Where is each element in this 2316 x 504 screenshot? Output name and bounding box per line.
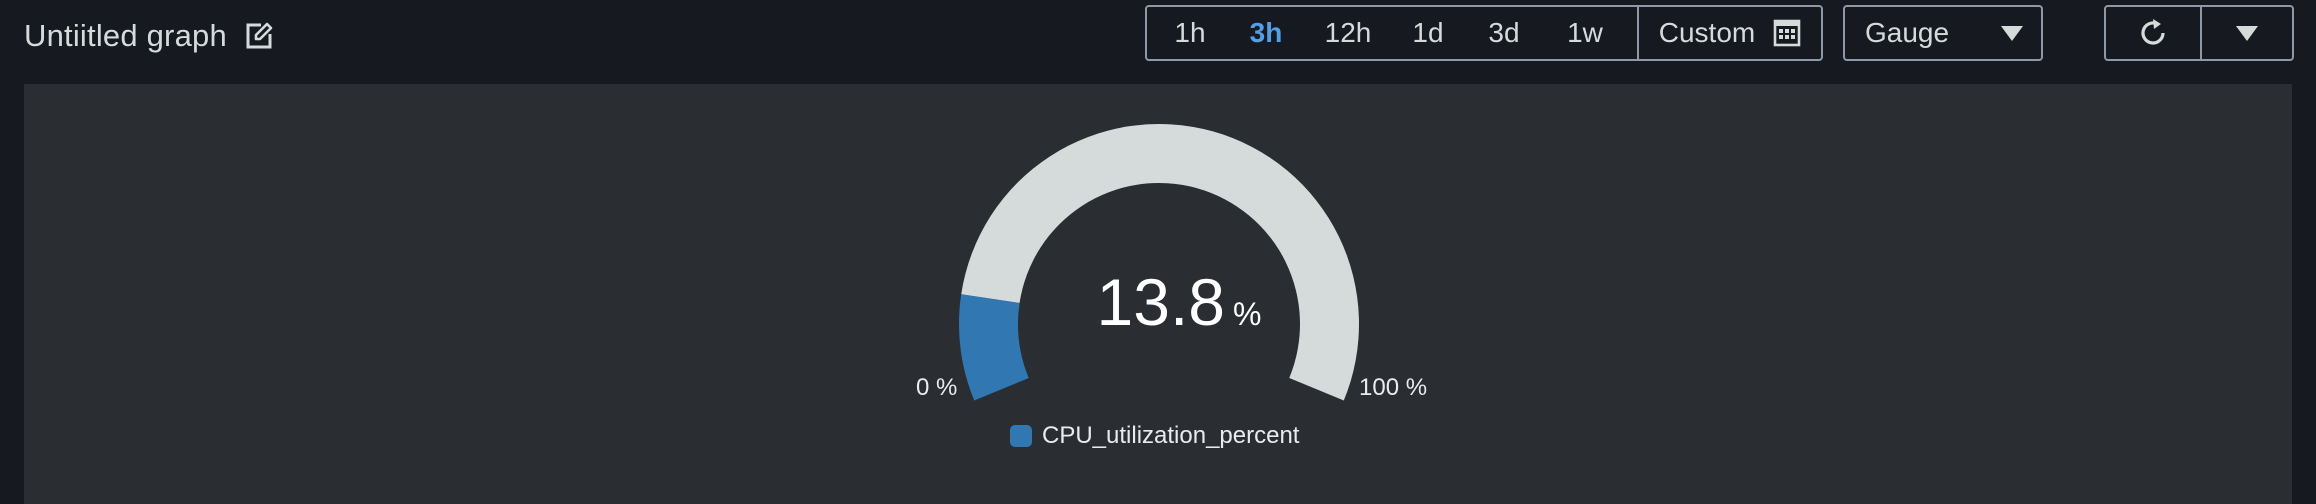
legend-label: CPU_utilization_percent	[1042, 422, 1300, 449]
refresh-controls	[2104, 5, 2294, 61]
range-1w[interactable]: 1w	[1567, 17, 1603, 48]
calendar-icon	[1773, 19, 1801, 47]
range-3d[interactable]: 3d	[1488, 17, 1520, 48]
chevron-down-icon	[2001, 25, 2023, 41]
gauge-value-unit: %	[1233, 296, 1262, 332]
custom-range-button[interactable]: Custom	[1639, 7, 1821, 59]
refresh-button[interactable]	[2106, 7, 2202, 59]
gauge-fill	[959, 294, 1029, 401]
gauge-min-label: 0 %	[916, 374, 958, 401]
gauge-value: 13.8%	[1074, 264, 1284, 340]
range-divider	[1637, 7, 1639, 59]
graph-title-area: Untiitled graph	[24, 14, 273, 58]
graph-panel: 13.8% 0 % 100 % CPU_utilization_percent	[24, 84, 2292, 504]
legend-item[interactable]: CPU_utilization_percent	[1010, 422, 1299, 450]
gauge-track	[961, 123, 1359, 401]
range-1h[interactable]: 1h	[1174, 17, 1206, 48]
gauge-max-label: 100 %	[1359, 374, 1428, 401]
widget-type-select[interactable]: Gauge	[1843, 5, 2043, 61]
refresh-icon	[2141, 19, 2165, 45]
legend-swatch	[1010, 425, 1032, 447]
custom-range-label: Custom	[1658, 17, 1756, 48]
range-12h[interactable]: 12h	[1324, 17, 1372, 48]
edit-icon[interactable]	[245, 22, 273, 50]
gauge-chart	[959, 123, 1359, 401]
range-1d[interactable]: 1d	[1412, 17, 1444, 48]
time-range-selector: 1h 3h 12h 1d 3d 1w Custom	[1145, 5, 1823, 61]
chevron-down-icon	[2236, 25, 2258, 41]
widget-type-value: Gauge	[1865, 17, 1950, 48]
refresh-options-button[interactable]	[2202, 7, 2292, 59]
gauge-value-number: 13.8	[1096, 265, 1225, 339]
range-3h[interactable]: 3h	[1249, 17, 1283, 48]
graph-title: Untiitled graph	[24, 18, 227, 53]
